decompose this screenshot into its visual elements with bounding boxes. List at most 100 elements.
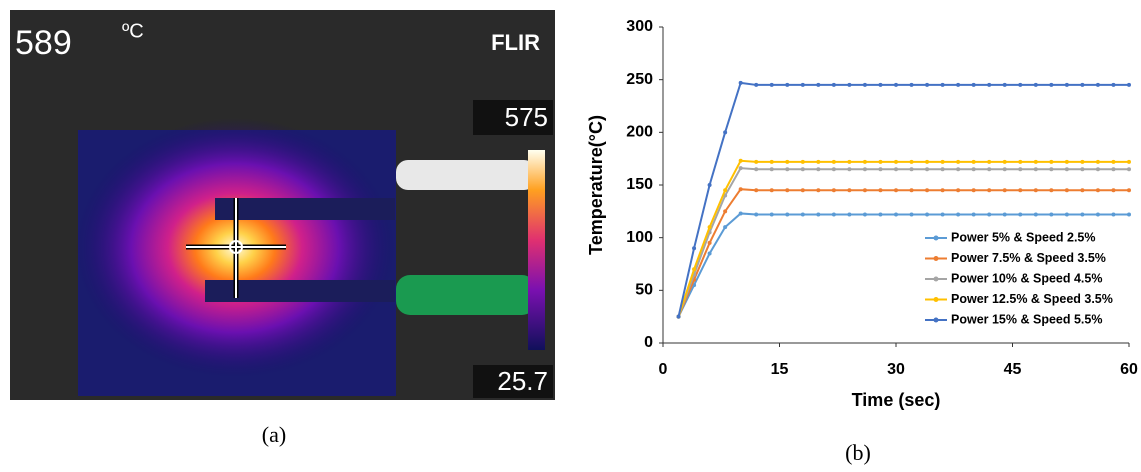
marker	[1095, 212, 1100, 217]
marker	[909, 82, 914, 87]
color-scale	[528, 150, 545, 350]
marker	[987, 188, 992, 193]
marker	[940, 167, 945, 172]
unit: ºC	[122, 20, 144, 42]
scale-min: 25.7	[497, 366, 548, 396]
series-line	[677, 159, 1129, 317]
marker	[847, 188, 852, 193]
marker	[940, 212, 945, 217]
marker	[862, 188, 867, 193]
y-tick-label: 50	[635, 282, 653, 299]
marker	[831, 167, 836, 172]
scale-box	[473, 100, 553, 135]
marker	[956, 212, 961, 217]
marker	[723, 188, 728, 193]
marker	[940, 82, 945, 87]
marker	[971, 82, 976, 87]
legend-marker	[933, 276, 939, 282]
marker	[987, 159, 992, 164]
marker	[894, 82, 898, 87]
marker	[769, 82, 774, 87]
marker	[878, 82, 883, 87]
marker	[831, 212, 836, 217]
marker	[878, 188, 883, 193]
marker	[909, 188, 914, 193]
x-tick-label: 30	[887, 361, 905, 378]
series-line	[677, 188, 1129, 318]
marker	[1080, 82, 1085, 87]
x-tick-label: 15	[771, 361, 789, 378]
marker	[971, 212, 976, 217]
marker	[723, 225, 728, 230]
marker	[785, 159, 790, 164]
marker	[878, 167, 883, 172]
marker	[847, 82, 852, 87]
marker	[1064, 159, 1069, 164]
marker	[785, 188, 790, 193]
marker	[754, 159, 759, 164]
marker	[1095, 82, 1100, 87]
marker	[738, 158, 743, 163]
marker	[956, 159, 961, 164]
legend-label: Power 10% & Speed 4.5%	[951, 271, 1102, 285]
marker	[1049, 167, 1054, 172]
marker	[1064, 82, 1069, 87]
marker	[785, 167, 790, 172]
thermal-image: 589 ºC FLIR 575 25.7	[10, 10, 555, 400]
marker	[1033, 167, 1038, 172]
marker	[754, 82, 759, 87]
marker	[1049, 188, 1054, 193]
marker	[940, 159, 945, 164]
marker	[1095, 159, 1100, 164]
marker	[800, 167, 805, 172]
green-clip	[396, 275, 536, 315]
marker	[894, 212, 898, 217]
marker	[769, 167, 774, 172]
marker	[987, 212, 992, 217]
marker	[847, 167, 852, 172]
marker	[971, 188, 976, 193]
y-tick-label: 250	[626, 71, 653, 88]
marker	[1033, 159, 1038, 164]
brand: FLIR	[491, 30, 540, 55]
marker	[1002, 167, 1007, 172]
marker	[894, 159, 898, 164]
marker	[723, 209, 728, 214]
marker	[676, 314, 681, 319]
marker	[1064, 212, 1069, 217]
marker	[1018, 82, 1023, 87]
marker	[987, 167, 992, 172]
marker	[1127, 167, 1131, 172]
y-tick-label: 200	[626, 124, 653, 141]
marker	[971, 159, 976, 164]
legend-label: Power 12.5% & Speed 3.5%	[951, 292, 1113, 306]
legend-label: Power 15% & Speed 5.5%	[951, 312, 1102, 326]
marker	[816, 159, 821, 164]
marker	[1018, 212, 1023, 217]
scale-max: 575	[505, 102, 548, 132]
marker	[862, 82, 867, 87]
marker	[878, 212, 883, 217]
marker	[862, 212, 867, 217]
marker	[1127, 159, 1131, 164]
marker	[1033, 212, 1038, 217]
marker	[862, 167, 867, 172]
marker	[692, 267, 697, 272]
marker	[1111, 167, 1116, 172]
marker	[723, 130, 728, 135]
marker	[925, 188, 930, 193]
marker	[754, 212, 759, 217]
marker	[909, 212, 914, 217]
marker	[738, 211, 743, 216]
marker	[1080, 167, 1085, 172]
marker	[1111, 159, 1116, 164]
marker	[1002, 159, 1007, 164]
marker	[847, 212, 852, 217]
marker	[831, 82, 836, 87]
marker	[894, 188, 898, 193]
marker	[785, 82, 790, 87]
marker	[894, 167, 898, 172]
electrode	[215, 198, 395, 220]
marker	[1002, 188, 1007, 193]
